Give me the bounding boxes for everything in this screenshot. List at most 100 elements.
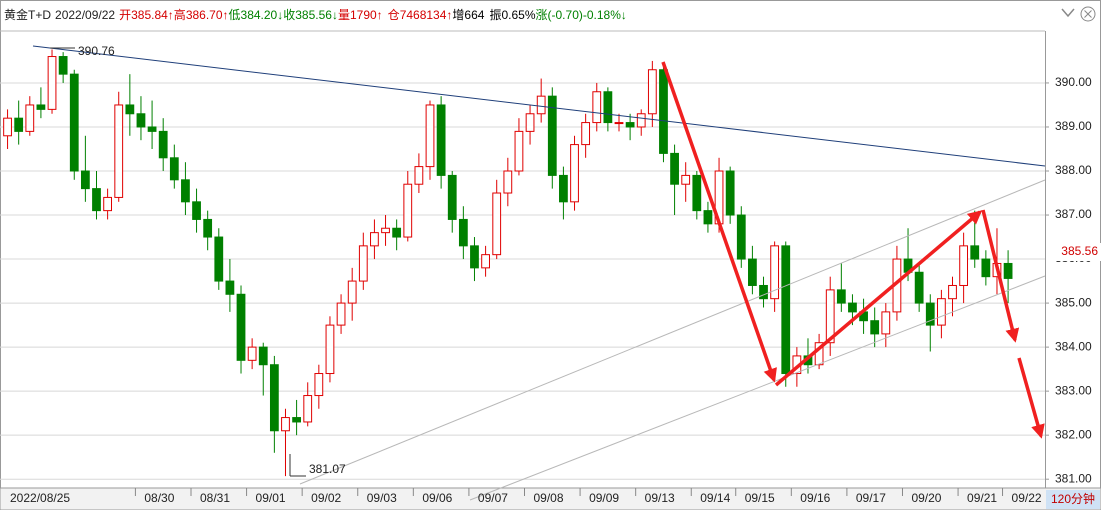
x-tick-label: 09/03 (367, 491, 397, 505)
candle-body (870, 320, 880, 335)
toolbar (1061, 6, 1096, 22)
x-tick-label: 09/02 (311, 491, 341, 505)
x-axis-band (0, 487, 1101, 510)
candle-body (581, 122, 591, 146)
candle-body (748, 258, 757, 286)
candle-body (503, 170, 513, 194)
candle-body (881, 311, 891, 335)
field-label: 高 (174, 7, 186, 22)
x-tick-label: 09/09 (589, 491, 619, 505)
candle-body (836, 289, 846, 304)
candle-body (125, 104, 135, 115)
field-value: 385.84↑ (131, 8, 174, 22)
candle-body (281, 417, 290, 432)
close-icon[interactable] (1080, 6, 1096, 22)
candle-body (925, 302, 935, 326)
y-tick-label: 387.00 (1055, 207, 1092, 221)
y-tick-label: 390.00 (1055, 75, 1092, 89)
arrow (774, 210, 983, 387)
candle-body (781, 245, 791, 375)
candle-body (703, 210, 713, 225)
candle-body (80, 170, 90, 190)
channel-line (299, 179, 1046, 485)
field-label: 量 (338, 8, 350, 22)
candle-body (759, 284, 768, 300)
candle-body (736, 214, 746, 260)
price-tag (1046, 243, 1101, 261)
candle-body (570, 144, 579, 203)
candle-body (458, 218, 468, 247)
candle-body (536, 95, 546, 115)
field-value: 384.20↓ (241, 8, 284, 22)
field-label: 振 (489, 8, 501, 22)
candle-body (203, 218, 213, 238)
candle-body (169, 157, 179, 181)
field-value: (-0.70)-0.18%↓ (548, 8, 627, 22)
candle-body (659, 69, 668, 154)
x-tick-label: 09/17 (856, 491, 886, 505)
candle-body (136, 113, 146, 128)
candle-body (647, 69, 657, 115)
candle-body (47, 56, 57, 110)
period-label[interactable]: 120分钟 (1051, 491, 1095, 506)
candle-body (981, 258, 991, 278)
candle-body (914, 271, 924, 304)
candle-body (492, 192, 502, 256)
candle-body (436, 104, 446, 176)
candle-body (414, 166, 424, 185)
x-tick-label: 09/01 (256, 491, 286, 505)
candle-body (381, 227, 390, 234)
instrument: 黄金T+D (4, 7, 51, 22)
candle-body (314, 373, 324, 397)
x-tick-label: 09/06 (422, 491, 452, 505)
trend-line (32, 45, 1046, 167)
candle-body (325, 324, 335, 375)
candle-body (1003, 262, 1013, 279)
candle-body (848, 302, 857, 313)
candle-body (403, 183, 413, 238)
x-tick-label: 2022/08/25 (10, 491, 70, 505)
x-tick-label: 08/31 (200, 491, 230, 505)
candle-body (214, 236, 224, 282)
field-value: 385.56↓ (295, 8, 338, 22)
field-value: 664 (464, 8, 484, 22)
candle-body (547, 95, 557, 176)
x-tick-label: 09/15 (745, 491, 775, 505)
arrow (981, 209, 1020, 343)
candle-body (625, 122, 635, 128)
candle-body (269, 364, 279, 432)
candle-body (825, 289, 835, 344)
candle-body (681, 174, 691, 185)
candle-body (292, 417, 301, 423)
y-tick-label: 382.00 (1055, 427, 1092, 441)
candle-body (692, 174, 702, 212)
x-tick-label: 09/22 (1012, 491, 1042, 505)
candle-body (336, 302, 346, 326)
candle-body (447, 174, 457, 220)
candle-body (425, 104, 435, 168)
field-label: 收 (283, 8, 295, 22)
candle-body (470, 245, 479, 269)
candle-body (36, 104, 46, 110)
field-label: 仓 (388, 8, 400, 22)
y-tick-label: 388.00 (1055, 163, 1092, 177)
candle-body (392, 227, 402, 238)
candle-body (158, 130, 168, 159)
candles (3, 49, 1013, 477)
period-box[interactable] (1046, 490, 1100, 509)
candle-body (303, 395, 313, 423)
field-label: 低 (229, 8, 241, 22)
candle-body (258, 346, 268, 366)
collapse-icon[interactable] (1061, 8, 1075, 18)
x-tick-label: 09/07 (478, 491, 508, 505)
y-tick-label: 389.00 (1055, 119, 1092, 133)
x-tick-label: 08/30 (144, 491, 174, 505)
y-tick-label: 381.00 (1055, 471, 1092, 485)
candle-body (970, 245, 980, 260)
x-tick-label: 09/13 (645, 491, 675, 505)
candle-body (225, 280, 235, 295)
field-label: 增 (452, 8, 464, 22)
channel-line (469, 275, 1046, 501)
